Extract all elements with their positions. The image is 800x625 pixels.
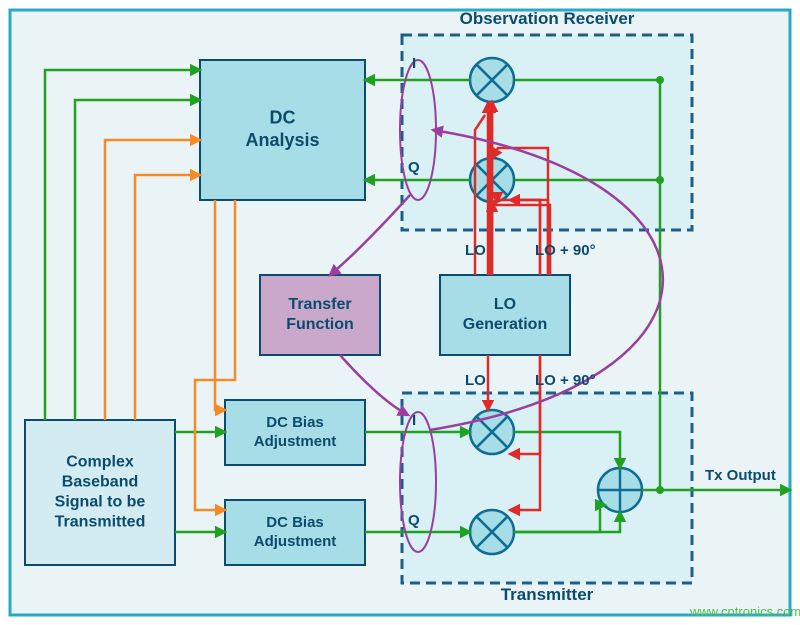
complex-baseband-block <box>25 420 175 565</box>
dc-bias-adjustment-2-block-label: DC Bias <box>266 514 324 531</box>
lo-generation-block-label: Generation <box>463 316 547 333</box>
dc-analysis-block-label: Analysis <box>245 130 319 150</box>
transfer-function-block <box>260 275 380 355</box>
watermark: www.cntronics.com <box>689 604 800 619</box>
lo-generation-block-label: LO <box>494 296 516 313</box>
complex-baseband-block-label: Signal to be <box>55 494 146 511</box>
label: Q <box>408 159 420 176</box>
dc-bias-adjustment-2-block-label: Adjustment <box>254 533 337 550</box>
dc-bias-adjustment-1-block-label: Adjustment <box>254 433 337 450</box>
label: LO + 90° <box>535 242 596 259</box>
complex-baseband-block-label: Baseband <box>62 474 138 491</box>
dashed-box-title: Transmitter <box>501 585 594 604</box>
transfer-function-block-label: Transfer <box>288 296 351 313</box>
dashed-box-title: Observation Receiver <box>460 9 635 28</box>
label: I <box>412 412 416 429</box>
dc-bias-adjustment-1-block-label: DC Bias <box>266 414 324 431</box>
complex-baseband-block-label: Transmitted <box>55 514 146 531</box>
label: LO <box>465 242 486 259</box>
label: I <box>412 55 416 72</box>
label: Tx Output <box>705 467 776 484</box>
lo-generation-block <box>440 275 570 355</box>
dc-analysis-block-label: DC <box>270 108 296 128</box>
label: Q <box>408 512 420 529</box>
transfer-function-block-label: Function <box>286 316 354 333</box>
complex-baseband-block-label: Complex <box>66 454 134 471</box>
label: LO <box>465 372 486 389</box>
label: LO + 90° <box>535 372 596 389</box>
